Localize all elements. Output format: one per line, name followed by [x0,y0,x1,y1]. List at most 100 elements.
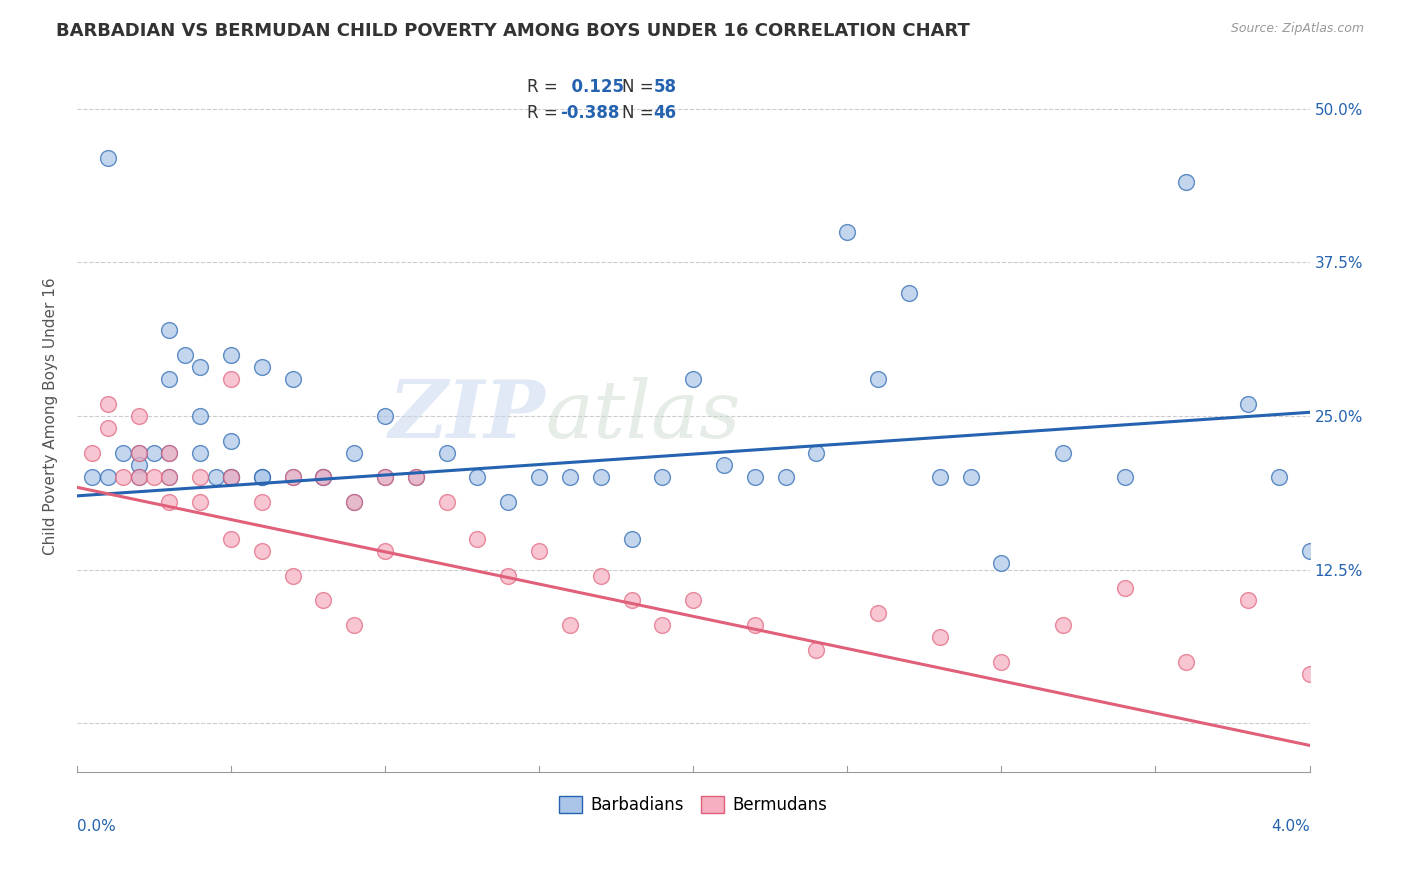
Point [1052,618,1074,632]
Text: 58: 58 [654,78,676,95]
Point [219,372,242,386]
Point [374,409,396,423]
Point [157,495,180,509]
Point [589,470,612,484]
Point [128,446,150,460]
Point [343,495,366,509]
Point [97,421,120,435]
Point [188,446,211,460]
Point [188,495,211,509]
Point [204,470,226,484]
Point [374,544,396,558]
Point [990,557,1012,571]
Point [527,470,550,484]
Text: atlas: atlas [546,377,741,455]
Point [250,470,273,484]
Point [142,446,165,460]
Point [928,470,950,484]
Point [959,470,981,484]
Point [312,470,335,484]
Point [281,372,304,386]
Point [744,618,766,632]
Point [97,397,120,411]
Point [806,446,828,460]
Point [1114,581,1136,595]
Point [142,470,165,484]
Point [188,359,211,374]
Text: 4.0%: 4.0% [1271,819,1309,834]
Point [219,434,242,448]
Text: 46: 46 [654,104,676,122]
Point [157,470,180,484]
Point [620,532,643,546]
Point [1175,176,1198,190]
Point [405,470,427,484]
Point [713,458,735,472]
Text: R =: R = [527,104,562,122]
Point [467,532,489,546]
Point [1298,544,1320,558]
Point [1267,470,1289,484]
Point [1237,397,1260,411]
Point [651,470,673,484]
Point [1237,593,1260,607]
Point [82,470,104,484]
Point [651,618,673,632]
Point [744,470,766,484]
Point [281,568,304,582]
Point [343,495,366,509]
Point [467,470,489,484]
Point [250,495,273,509]
Point [374,470,396,484]
Point [837,225,859,239]
Point [128,470,150,484]
Point [157,323,180,337]
Point [990,655,1012,669]
Point [219,470,242,484]
Point [188,409,211,423]
Text: 0.0%: 0.0% [77,819,115,834]
Text: -0.388: -0.388 [560,104,620,122]
Point [97,470,120,484]
Point [128,409,150,423]
Point [157,446,180,460]
Text: 0.125: 0.125 [560,78,624,95]
Point [281,470,304,484]
Point [868,372,890,386]
Point [558,470,581,484]
Text: Source: ZipAtlas.com: Source: ZipAtlas.com [1230,22,1364,36]
Point [250,544,273,558]
Point [498,495,520,509]
Point [928,630,950,644]
Point [219,470,242,484]
Point [527,544,550,558]
Point [128,470,150,484]
Text: BARBADIAN VS BERMUDAN CHILD POVERTY AMONG BOYS UNDER 16 CORRELATION CHART: BARBADIAN VS BERMUDAN CHILD POVERTY AMON… [56,22,970,40]
Point [112,470,135,484]
Legend: Barbadians, Bermudans: Barbadians, Bermudans [553,789,834,822]
Point [219,470,242,484]
Point [250,359,273,374]
Point [97,151,120,165]
Point [219,347,242,361]
Text: R =: R = [527,78,562,95]
Point [82,446,104,460]
Point [343,618,366,632]
Point [250,470,273,484]
Y-axis label: Child Poverty Among Boys Under 16: Child Poverty Among Boys Under 16 [44,277,58,555]
Point [1298,667,1320,681]
Text: N =: N = [621,104,658,122]
Point [374,470,396,484]
Point [436,446,458,460]
Point [128,458,150,472]
Point [436,495,458,509]
Point [219,532,242,546]
Point [868,606,890,620]
Point [1175,655,1198,669]
Point [897,286,920,301]
Point [188,470,211,484]
Point [312,593,335,607]
Point [157,470,180,484]
Point [343,446,366,460]
Point [682,593,704,607]
